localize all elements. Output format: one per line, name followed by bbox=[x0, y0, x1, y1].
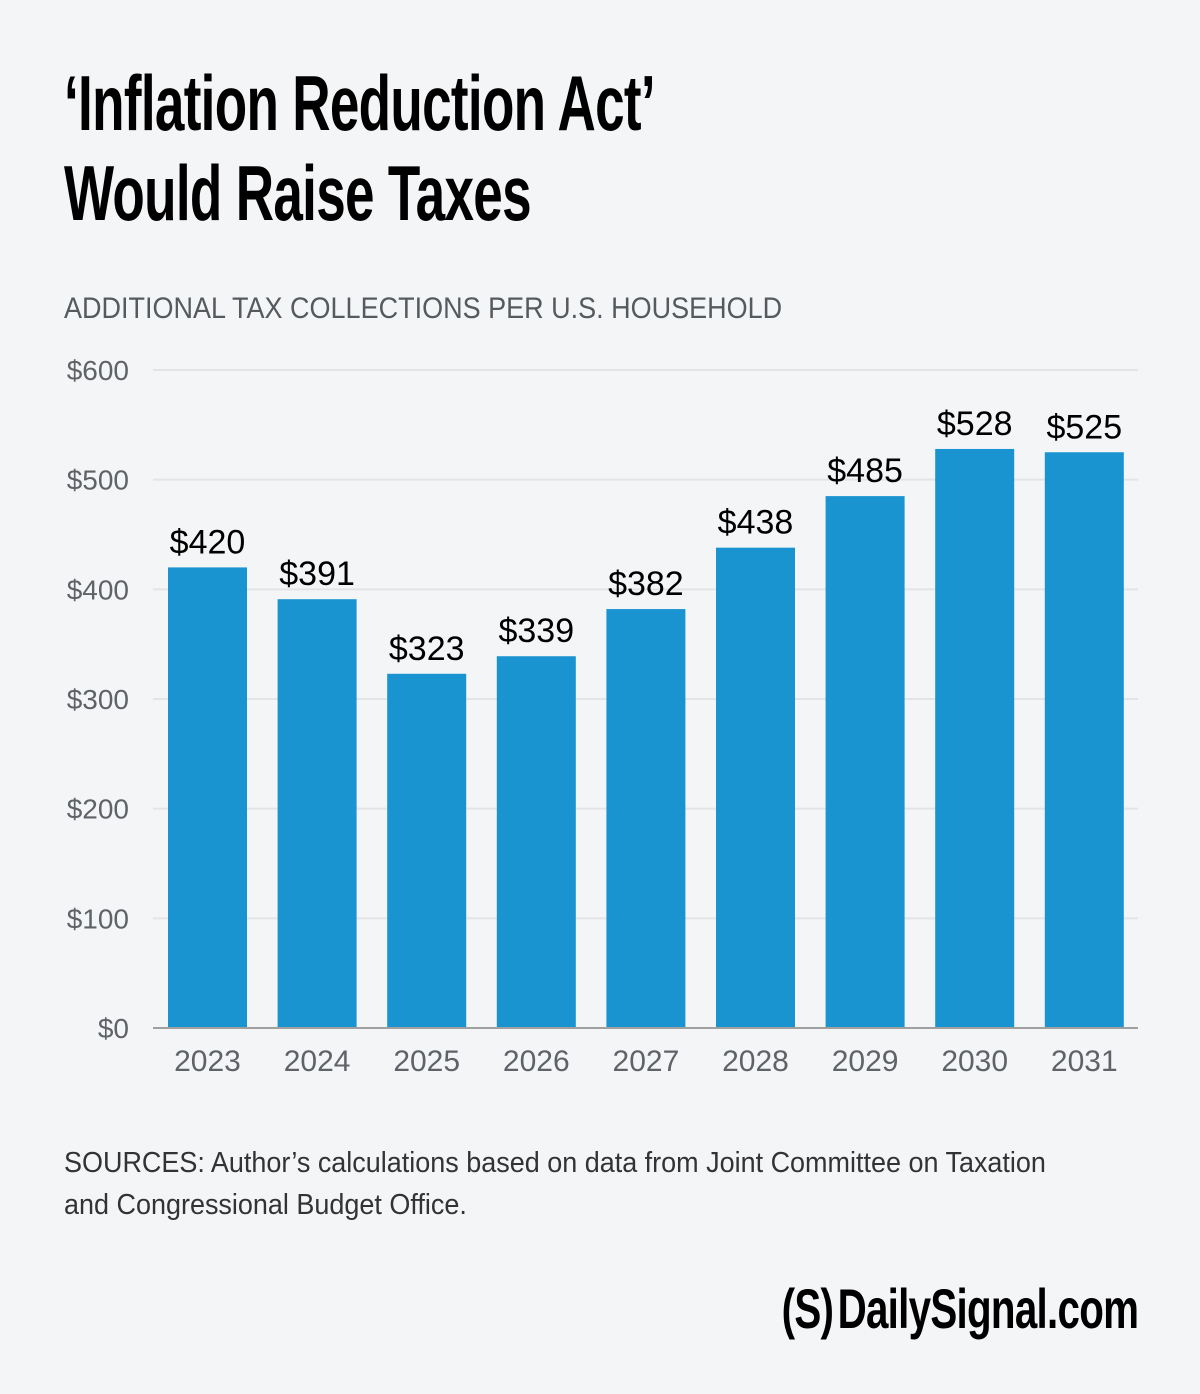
data-label-2031: $525 bbox=[1046, 408, 1122, 446]
bar-2029 bbox=[825, 496, 905, 1028]
bar-2025 bbox=[387, 673, 467, 1028]
x-tick-label: 2029 bbox=[832, 1045, 899, 1078]
bar-2031 bbox=[1044, 452, 1124, 1028]
data-label-2027: $382 bbox=[608, 565, 684, 603]
data-label-2025: $323 bbox=[389, 630, 465, 668]
chart-title: ‘Inflation Reduction Act’ Would Raise Ta… bbox=[64, 58, 656, 238]
x-tick-label: 2024 bbox=[284, 1045, 351, 1078]
daily-signal-mark-icon: (S) bbox=[781, 1277, 834, 1340]
bar-2030 bbox=[935, 448, 1015, 1029]
y-tick-label: $300 bbox=[67, 684, 129, 715]
data-label-2029: $485 bbox=[827, 452, 903, 490]
x-tick-label: 2030 bbox=[941, 1045, 1008, 1078]
sources-note: SOURCES: Author’s calculations based on … bbox=[64, 1147, 1046, 1221]
bars bbox=[168, 448, 1124, 1029]
y-axis-ticks: $0 $100 $200 $300 $400 $500 $600 bbox=[67, 355, 129, 1044]
data-labels: $420 $391 $323 $339 $382 $438 $485 $528 $525 bbox=[170, 405, 1122, 668]
data-label-2030: $528 bbox=[937, 405, 1013, 443]
x-tick-label: 2023 bbox=[174, 1045, 241, 1078]
data-label-2024: $391 bbox=[279, 555, 355, 593]
x-tick-label: 2027 bbox=[613, 1045, 680, 1078]
bar-2024 bbox=[277, 599, 357, 1028]
data-label-2026: $339 bbox=[498, 612, 574, 650]
bar-2023 bbox=[168, 567, 247, 1028]
logo-text: DailySignal.com bbox=[837, 1277, 1138, 1340]
y-tick-label: $500 bbox=[67, 465, 129, 496]
y-tick-label: $400 bbox=[67, 574, 129, 605]
y-tick-label: $200 bbox=[67, 794, 129, 825]
data-label-2023: $420 bbox=[170, 523, 246, 561]
daily-signal-logo: (S) DailySignal.com bbox=[781, 1276, 1138, 1341]
y-tick-label: $100 bbox=[67, 903, 129, 934]
chart-title-line-2: Would Raise Taxes bbox=[64, 149, 532, 237]
y-tick-label: $600 bbox=[67, 355, 129, 386]
chart-title-line-1: ‘Inflation Reduction Act’ bbox=[64, 59, 656, 147]
chart-subtitle: ADDITIONAL TAX COLLECTIONS PER U.S. HOUS… bbox=[64, 292, 783, 325]
bar-2028 bbox=[716, 547, 795, 1028]
bar-2027 bbox=[606, 609, 686, 1028]
bar-2026 bbox=[496, 656, 576, 1028]
y-tick-label: $0 bbox=[98, 1013, 129, 1044]
x-tick-label: 2025 bbox=[393, 1045, 460, 1078]
x-tick-label: 2028 bbox=[722, 1045, 789, 1078]
x-axis-ticks: 2023 2024 2025 2026 2027 2028 2029 2030 2031 bbox=[174, 1045, 1118, 1078]
x-tick-label: 2031 bbox=[1051, 1045, 1118, 1078]
x-tick-label: 2026 bbox=[503, 1045, 570, 1078]
data-label-2028: $438 bbox=[718, 504, 794, 542]
